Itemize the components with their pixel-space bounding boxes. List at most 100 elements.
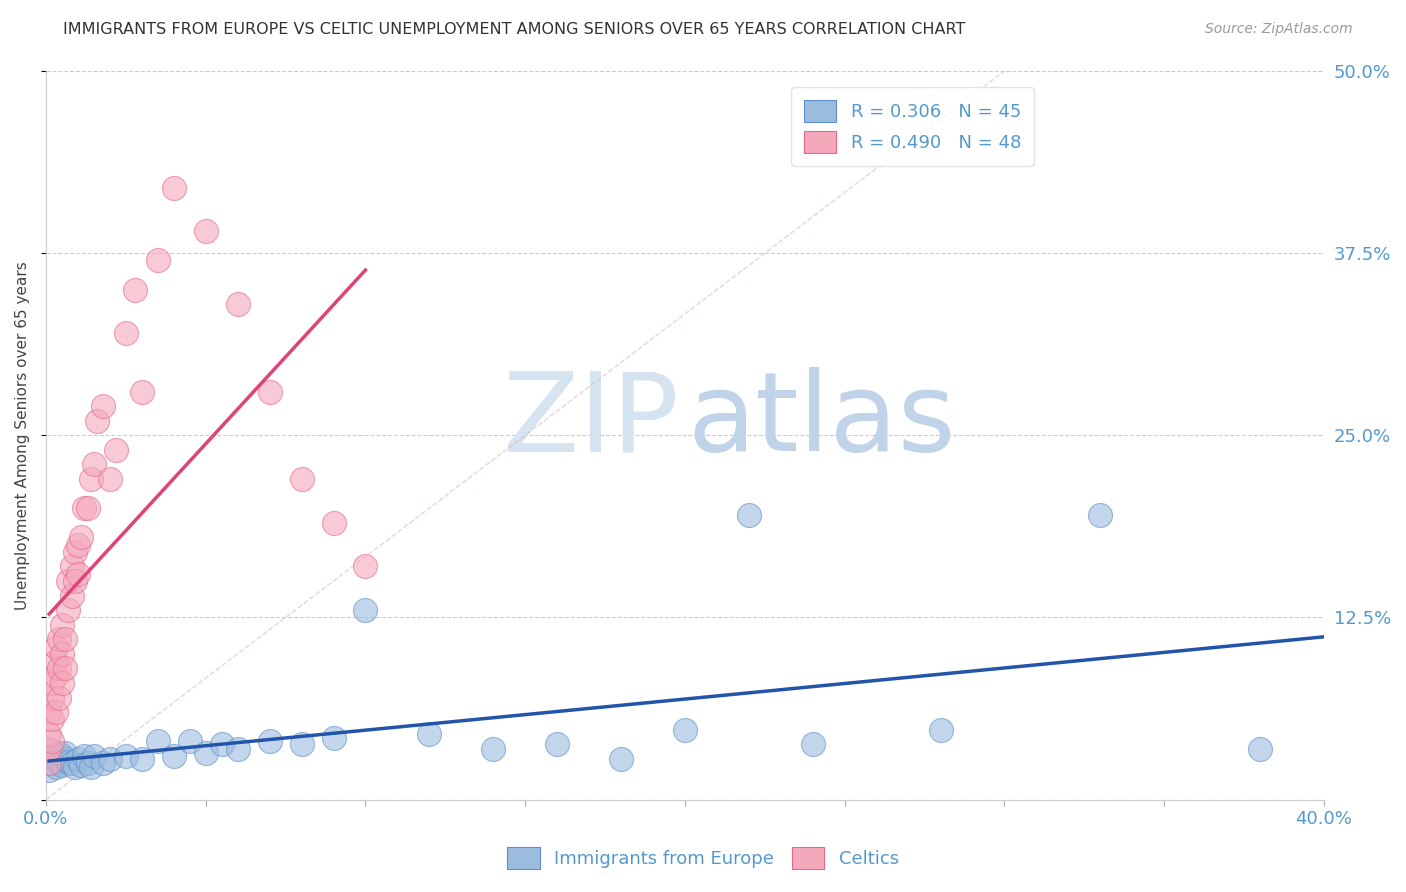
Point xyxy=(105,442,128,457)
Point xyxy=(124,283,146,297)
Point xyxy=(51,647,73,661)
Point xyxy=(38,727,60,741)
Legend: R = 0.306   N = 45, R = 0.490   N = 48: R = 0.306 N = 45, R = 0.490 N = 48 xyxy=(792,87,1033,166)
Point xyxy=(41,676,63,690)
Legend: Immigrants from Europe, Celtics: Immigrants from Europe, Celtics xyxy=(498,838,908,879)
Point xyxy=(146,734,169,748)
Point xyxy=(58,574,80,588)
Point xyxy=(80,760,103,774)
Point xyxy=(38,741,60,756)
Point xyxy=(418,727,440,741)
Point xyxy=(93,756,115,770)
Point xyxy=(53,746,76,760)
Point xyxy=(98,472,121,486)
Point xyxy=(48,746,70,760)
Point xyxy=(63,574,86,588)
Point xyxy=(738,508,761,523)
Point xyxy=(226,297,249,311)
Point xyxy=(45,752,67,766)
Point xyxy=(45,654,67,668)
Point xyxy=(131,752,153,766)
Point xyxy=(38,705,60,719)
Point xyxy=(76,756,98,770)
Point xyxy=(929,723,952,737)
Point xyxy=(60,589,83,603)
Point xyxy=(115,748,138,763)
Text: IMMIGRANTS FROM EUROPE VS CELTIC UNEMPLOYMENT AMONG SENIORS OVER 65 YEARS CORREL: IMMIGRANTS FROM EUROPE VS CELTIC UNEMPLO… xyxy=(63,22,966,37)
Point xyxy=(66,566,89,581)
Text: atlas: atlas xyxy=(688,368,956,475)
Point xyxy=(194,746,217,760)
Point xyxy=(93,399,115,413)
Point xyxy=(45,668,67,682)
Point xyxy=(801,737,824,751)
Point xyxy=(179,734,201,748)
Point xyxy=(48,755,70,769)
Point xyxy=(73,748,96,763)
Point xyxy=(63,545,86,559)
Point xyxy=(226,741,249,756)
Point xyxy=(45,640,67,654)
Point xyxy=(41,712,63,726)
Point xyxy=(41,734,63,748)
Point xyxy=(163,748,186,763)
Point xyxy=(70,757,93,772)
Point xyxy=(1090,508,1112,523)
Point xyxy=(48,661,70,675)
Point xyxy=(131,384,153,399)
Point xyxy=(53,661,76,675)
Point xyxy=(482,741,505,756)
Point xyxy=(1249,741,1271,756)
Point xyxy=(58,603,80,617)
Point xyxy=(322,516,344,530)
Point xyxy=(80,472,103,486)
Point xyxy=(41,756,63,770)
Point xyxy=(66,537,89,551)
Point xyxy=(259,384,281,399)
Point xyxy=(322,731,344,746)
Point xyxy=(211,737,233,751)
Text: Source: ZipAtlas.com: Source: ZipAtlas.com xyxy=(1205,22,1353,37)
Point xyxy=(194,224,217,238)
Point xyxy=(38,764,60,778)
Point xyxy=(53,632,76,647)
Point xyxy=(48,690,70,705)
Point xyxy=(259,734,281,748)
Point xyxy=(60,559,83,574)
Point xyxy=(58,755,80,769)
Y-axis label: Unemployment Among Seniors over 65 years: Unemployment Among Seniors over 65 years xyxy=(15,261,30,609)
Point xyxy=(45,760,67,774)
Point xyxy=(673,723,696,737)
Point xyxy=(83,458,105,472)
Point xyxy=(38,741,60,756)
Point xyxy=(546,737,568,751)
Point xyxy=(38,756,60,770)
Point xyxy=(48,632,70,647)
Point xyxy=(60,756,83,770)
Point xyxy=(86,414,108,428)
Point xyxy=(53,752,76,766)
Point xyxy=(45,705,67,719)
Point xyxy=(354,559,377,574)
Point xyxy=(51,757,73,772)
Point xyxy=(63,760,86,774)
Point xyxy=(115,326,138,341)
Point xyxy=(83,748,105,763)
Text: ZIP: ZIP xyxy=(503,368,679,475)
Point xyxy=(98,752,121,766)
Point xyxy=(163,180,186,194)
Point xyxy=(290,737,312,751)
Point xyxy=(70,530,93,544)
Point xyxy=(146,253,169,268)
Point xyxy=(51,676,73,690)
Point xyxy=(73,501,96,516)
Point xyxy=(41,690,63,705)
Point xyxy=(66,752,89,766)
Point xyxy=(290,472,312,486)
Point xyxy=(51,617,73,632)
Point xyxy=(51,748,73,763)
Point xyxy=(610,752,633,766)
Point xyxy=(354,603,377,617)
Point xyxy=(41,748,63,763)
Point xyxy=(76,501,98,516)
